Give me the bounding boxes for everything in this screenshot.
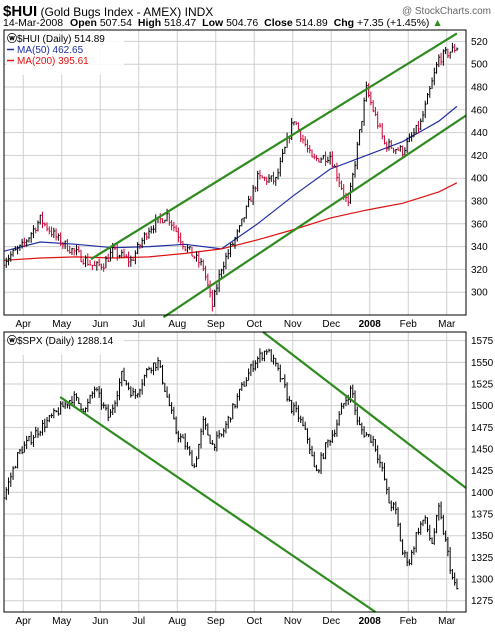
channel-line — [162, 114, 467, 319]
y-tick-label: 1500 — [471, 401, 494, 412]
chart-settings-icon: ⓦ — [7, 334, 17, 347]
y-tick-label: 1550 — [471, 358, 494, 369]
x-tick-label: Mar — [438, 616, 456, 627]
chg-arrow-icon: ▲ — [432, 17, 442, 29]
high-label: High — [138, 17, 161, 29]
channel-line — [59, 396, 377, 613]
x-tick-label: 2008 — [359, 319, 382, 330]
y-tick-label: 440 — [471, 128, 488, 139]
y-tick-label: 320 — [471, 265, 488, 276]
chart-panels: 300 320 340 360 380 400 420 440 460 480 500 520 Apr M… — [3, 29, 494, 627]
legend-entry: MA(50) 462.65 — [17, 45, 84, 56]
chart-settings-icon: ⓦ — [7, 32, 17, 45]
header-name: (Gold Bugs Index - AMEX) — [41, 5, 182, 19]
channel-line — [262, 331, 467, 489]
chg-label: Chg — [334, 17, 354, 29]
copyright: @ StockCharts.com — [402, 6, 491, 17]
x-tick-label: May — [52, 319, 71, 330]
y-tick-label: 360 — [471, 219, 488, 230]
y-tick-label: 460 — [471, 105, 488, 116]
high-value: 518.47 — [164, 17, 196, 29]
x-tick-label: Mar — [438, 319, 456, 330]
x-tick-label: Nov — [284, 319, 302, 330]
quote-line: 14-Mar-2008 Open 507.54 High 518.47 Low … — [3, 17, 443, 29]
x-tick-label: Jun — [92, 616, 108, 627]
x-tick-label: Aug — [168, 616, 186, 627]
open-value: 507.54 — [100, 17, 132, 29]
y-tick-label: 1575 — [471, 336, 494, 347]
series-ma-line — [4, 182, 458, 261]
header-date: 14-Mar-2008 — [3, 17, 63, 29]
y-tick-label: 340 — [471, 242, 488, 253]
low-value: 504.76 — [226, 17, 258, 29]
price-bars — [4, 348, 459, 590]
x-tick-label: Oct — [246, 319, 262, 330]
y-tick-label: 1300 — [471, 575, 494, 586]
x-tick-label: Sep — [207, 319, 225, 330]
y-tick-label: 300 — [471, 288, 488, 299]
y-tick-label: 1275 — [471, 596, 494, 607]
x-tick-label: Nov — [284, 616, 302, 627]
y-tick-label: 1475 — [471, 423, 494, 434]
y-tick-label: 1400 — [471, 488, 494, 499]
y-tick-label: 520 — [471, 37, 488, 48]
y-tick-label: 1325 — [471, 553, 494, 564]
plot-area — [4, 348, 459, 590]
x-tick-label: Oct — [246, 616, 262, 627]
close-value: 514.89 — [296, 17, 328, 29]
header-exchange: INDX — [185, 5, 214, 19]
panel-bottom: 1275 1300 1325 1350 1375 1400 1425 1450 1475 1500… — [3, 331, 494, 627]
y-tick-label: 1450 — [471, 445, 494, 456]
x-tick-label: Jun — [92, 319, 108, 330]
y-tick-label: 1350 — [471, 531, 494, 542]
legend: ⓦ $SPX (Daily) 1288.14 — [6, 334, 124, 355]
x-tick-label: Jul — [132, 616, 145, 627]
panel-top: 300 320 340 360 380 400 420 440 460 480 500 520 Apr M… — [3, 29, 488, 330]
legend-entry: $SPX (Daily) 1288.14 — [17, 336, 114, 347]
plot-area — [4, 42, 459, 312]
y-tick-label: 400 — [471, 174, 488, 185]
x-tick-label: Apr — [15, 319, 31, 330]
x-tick-label: 2008 — [359, 616, 382, 627]
panel-frame — [3, 331, 467, 613]
panel-frame — [3, 29, 467, 316]
y-tick-label: 480 — [471, 83, 488, 94]
low-label: Low — [202, 17, 224, 29]
x-tick-label: Dec — [322, 319, 340, 330]
close-label: Close — [264, 17, 293, 29]
y-tick-label: 500 — [471, 60, 488, 71]
y-tick-label: 1425 — [471, 466, 494, 477]
x-tick-label: Apr — [15, 616, 31, 627]
x-tick-label: Feb — [400, 616, 418, 627]
channel-line — [90, 32, 458, 261]
x-tick-label: Feb — [400, 319, 418, 330]
svg-text:$HUI (Gold Bugs Index - AMEX): $HUI (Gold Bugs Index - AMEX) INDX — [3, 3, 213, 20]
y-tick-label: 1525 — [471, 380, 494, 391]
y-tick-label: 380 — [471, 197, 488, 208]
chg-value: +7.35 (+1.45%) — [357, 17, 429, 29]
x-tick-label: Sep — [207, 616, 225, 627]
x-tick-label: Jul — [132, 319, 145, 330]
series-ma-line — [4, 105, 458, 252]
header-symbol: $HUI — [3, 3, 37, 20]
price-bars — [4, 42, 459, 312]
legend-entry: MA(200) 395.61 — [17, 56, 89, 67]
y-tick-label: 1375 — [471, 510, 494, 521]
x-tick-label: May — [52, 616, 71, 627]
x-tick-label: Dec — [322, 616, 340, 627]
legend-entry: $HUI (Daily) 514.89 — [17, 34, 105, 45]
open-label: Open — [70, 17, 97, 29]
chart-header: $HUI (Gold Bugs Index - AMEX) INDX @ Sto… — [3, 3, 491, 29]
y-tick-label: 420 — [471, 151, 488, 162]
x-tick-label: Aug — [168, 319, 186, 330]
